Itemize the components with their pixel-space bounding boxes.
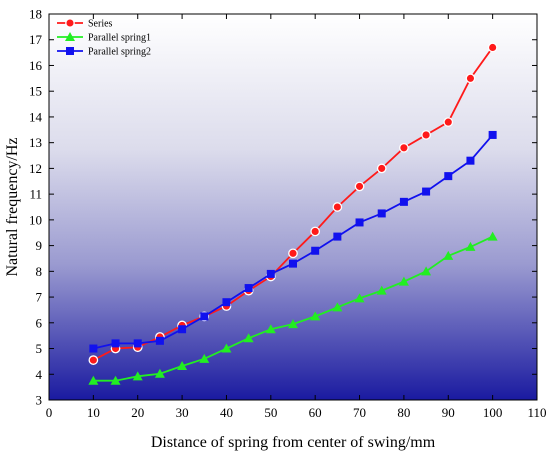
data-point (154, 368, 165, 378)
data-point (399, 197, 408, 206)
data-point (422, 187, 431, 196)
data-point (465, 73, 476, 84)
legend-label: Parallel spring2 (88, 47, 151, 58)
data-point (421, 266, 432, 276)
data-point (289, 259, 297, 268)
x-axis-title: Distance of spring from center of swing/… (151, 434, 436, 451)
legend-marker (66, 47, 74, 55)
legend-marker (65, 32, 75, 41)
data-point (443, 117, 454, 127)
data-point (399, 142, 409, 153)
data-point (288, 319, 298, 329)
legend-item: Parallel spring2 (57, 47, 151, 58)
legend-marker (65, 18, 75, 28)
data-point (398, 276, 409, 286)
legend: Series Parallel spring1 Parallel spring2 (57, 18, 151, 58)
data-point (178, 325, 187, 334)
y-tick-label: 5 (36, 341, 43, 356)
data-point (354, 293, 365, 303)
y-tick-label: 8 (36, 264, 43, 279)
data-point (333, 232, 342, 241)
series-layer (88, 42, 498, 385)
x-tick-label: 50 (264, 405, 277, 420)
data-point (111, 339, 120, 348)
data-point (376, 163, 387, 174)
data-point (177, 361, 188, 371)
series-2 (88, 231, 498, 385)
y-tick-label: 6 (36, 315, 43, 330)
data-point (88, 355, 99, 365)
data-point (310, 226, 321, 237)
data-point (155, 336, 164, 345)
data-point (376, 285, 387, 295)
y-tick-label: 18 (29, 7, 42, 22)
data-point (487, 42, 498, 53)
y-tick-label: 11 (29, 187, 42, 202)
y-tick-label: 10 (29, 212, 42, 227)
plot-area (48, 13, 538, 401)
y-tick-label: 3 (36, 393, 43, 408)
data-point (310, 311, 321, 321)
data-point (421, 130, 431, 140)
data-point (265, 324, 276, 334)
x-tick-label: 30 (176, 405, 189, 420)
legend-item: Series (57, 18, 113, 30)
y-tick-label: 7 (36, 290, 43, 305)
data-point (244, 284, 253, 293)
data-point (487, 231, 498, 241)
y-tick-label: 14 (29, 109, 43, 124)
data-point (110, 375, 121, 385)
x-tick-label: 20 (131, 405, 144, 420)
data-point (89, 344, 98, 353)
data-point (377, 209, 386, 218)
y-tick-label: 15 (29, 84, 42, 99)
y-tick-label: 17 (29, 32, 43, 47)
x-tick-label: 70 (353, 405, 366, 420)
data-point (221, 343, 232, 353)
data-point (332, 302, 343, 312)
data-point (354, 181, 365, 192)
data-point (222, 298, 231, 307)
legend-item: Parallel spring1 (57, 32, 151, 44)
y-axis-title: Natural frequency/Hz (4, 137, 21, 276)
legend-label: Parallel spring1 (88, 33, 151, 44)
legend-label: Series (88, 19, 113, 30)
data-point (266, 269, 275, 278)
x-tick-label: 110 (527, 405, 546, 420)
x-tick-label: 10 (87, 405, 100, 420)
data-point (199, 353, 210, 363)
data-point (332, 202, 343, 212)
data-point (444, 172, 453, 181)
data-point (466, 156, 475, 165)
axes: 0 10 20 30 40 50 60 70 80 90 100 110 3 4 5 6 7 8 9 10 11 12 13… (29, 7, 547, 421)
y-tick-label: 9 (36, 238, 43, 253)
y-tick-label: 13 (29, 135, 42, 150)
data-point (88, 375, 99, 385)
x-tick-label: 40 (220, 405, 233, 420)
series-3 (89, 130, 497, 353)
data-point (443, 250, 454, 260)
x-tick-label: 80 (397, 405, 410, 420)
data-point (200, 312, 209, 321)
data-point (465, 241, 476, 251)
data-point (288, 248, 298, 259)
data-point (311, 246, 320, 255)
y-tick-label: 4 (36, 367, 43, 382)
x-tick-label: 90 (442, 405, 455, 420)
y-tick-label: 12 (29, 161, 42, 176)
x-tick-label: 60 (309, 405, 322, 420)
data-point (488, 130, 497, 139)
y-tick-label: 16 (29, 58, 43, 73)
x-tick-label: 0 (46, 405, 53, 420)
data-point (132, 371, 143, 381)
x-tick-label: 100 (483, 405, 503, 420)
data-point (355, 218, 364, 227)
data-point (243, 333, 254, 343)
data-point (133, 339, 142, 348)
